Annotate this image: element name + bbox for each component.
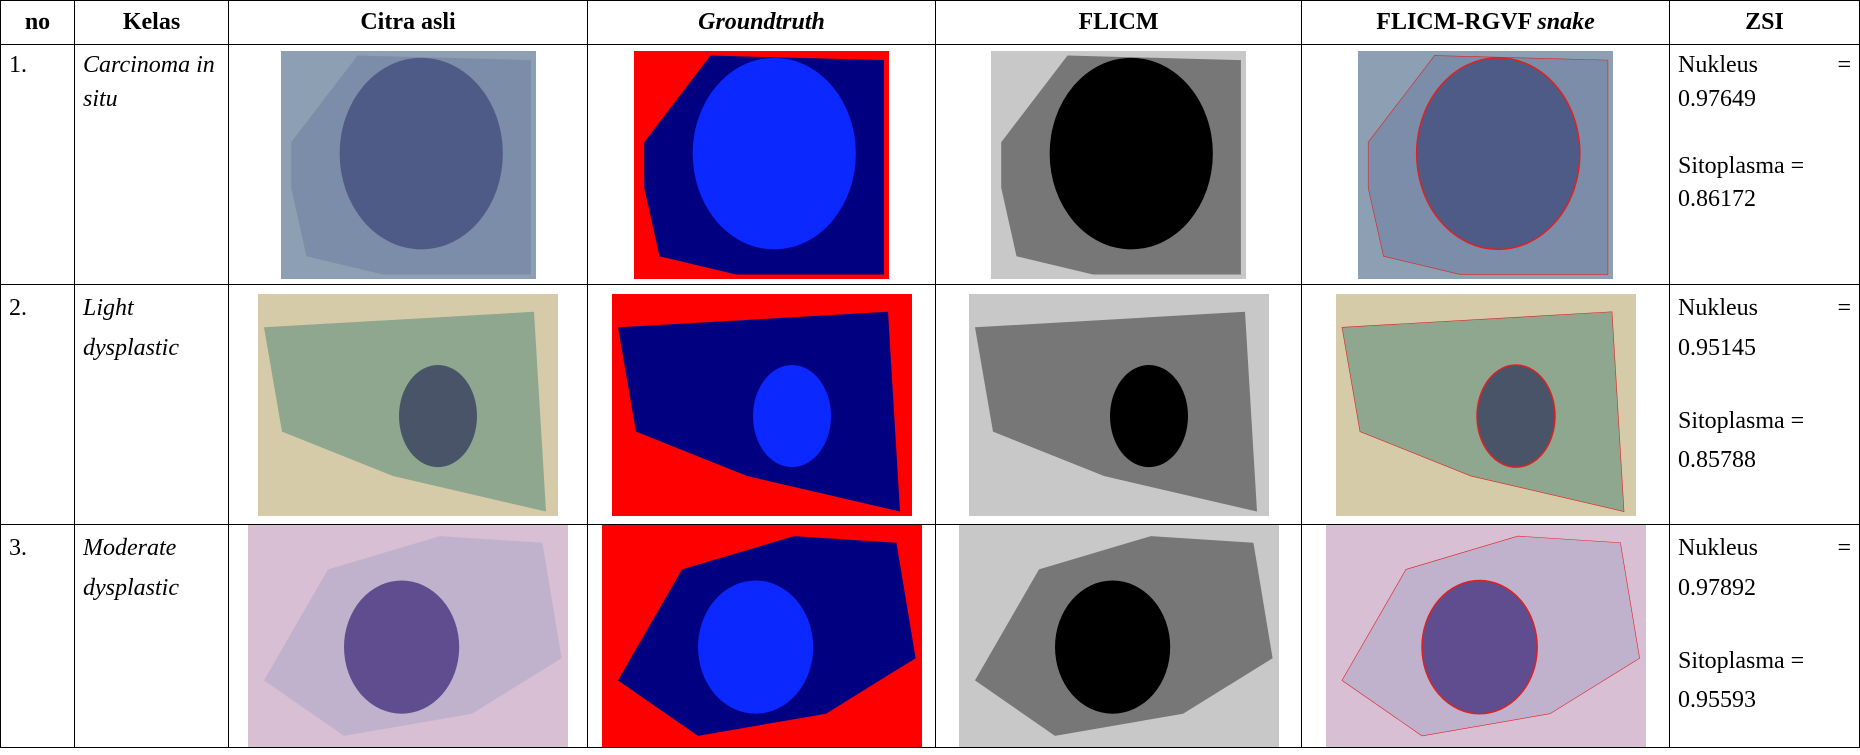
row-number: 2. (9, 295, 27, 321)
class-name: Moderate dysplastic (83, 535, 179, 601)
cell (936, 45, 1302, 285)
cell: 3. (1, 525, 75, 748)
zsi-line: Nukleus = (1678, 529, 1851, 569)
cell: Nukleus =0.97649 Sitoplasma =0.86172 (1670, 45, 1860, 285)
nucleus (1110, 365, 1188, 467)
cell-image (959, 525, 1279, 747)
cell (229, 525, 588, 748)
header-text: snake (1537, 9, 1594, 35)
table-row: 2. Light dysplastic Nukleus =0.95145 Sitopla… (1, 285, 1860, 525)
cell (588, 45, 936, 285)
spacer (1678, 116, 1851, 150)
cell: Nukleus =0.97892 Sitoplasma =0.95593 (1670, 525, 1860, 748)
results-table: no Kelas Citra asli Groundtruth FLICM FL… (0, 0, 1860, 748)
class-name: Light dysplastic (83, 295, 179, 361)
zsi-label: Nukleus (1678, 289, 1758, 329)
nucleus (693, 57, 856, 249)
zsi-value: 0.86172 (1678, 183, 1851, 217)
cell: 2. (1, 285, 75, 525)
zsi-value: 0.95593 (1678, 681, 1851, 721)
zsi-value: 0.95145 (1678, 329, 1851, 369)
spacer (1678, 368, 1851, 402)
header-cell: Citra asli (229, 1, 588, 45)
cell-image (258, 294, 558, 516)
nucleus (344, 581, 459, 714)
cell: Moderate dysplastic (75, 525, 229, 748)
zsi-value: 0.97649 (1678, 83, 1851, 117)
header-cell: Groundtruth (588, 1, 936, 45)
cell: 1. (1, 45, 75, 285)
row-number: 1. (9, 52, 27, 78)
header-cell: no (1, 1, 75, 45)
nucleus (753, 365, 831, 467)
cell-image (281, 51, 536, 279)
zsi-label: Sitoplasma = (1678, 150, 1851, 184)
cell: Carcinoma in situ (75, 45, 229, 285)
zsi-label: Nukleus (1678, 49, 1758, 83)
nucleus (339, 57, 502, 249)
cell (1302, 525, 1670, 748)
zsi-label: Sitoplasma = (1678, 642, 1851, 682)
table-row: 1. Carcinoma in situ Nukleus =0.97649 Sitopl… (1, 45, 1860, 285)
cell-image (602, 525, 922, 747)
nucleus (1417, 57, 1580, 249)
zsi-label: = (1837, 529, 1851, 569)
header-cell: ZSI (1670, 1, 1860, 45)
nucleus (698, 581, 813, 714)
zsi-label: = (1837, 49, 1851, 83)
cell (229, 45, 588, 285)
zsi-label: Sitoplasma = (1678, 402, 1851, 442)
cell (588, 525, 936, 748)
page: no Kelas Citra asli Groundtruth FLICM FL… (0, 0, 1860, 755)
zsi-line: Nukleus = (1678, 49, 1851, 83)
cell-image (969, 294, 1269, 516)
nucleus (1050, 57, 1213, 249)
nucleus (399, 365, 477, 467)
cell (936, 525, 1302, 748)
header-text: FLICM-RGVF (1376, 9, 1531, 35)
zsi-value: 0.85788 (1678, 441, 1851, 481)
zsi-label: = (1837, 289, 1851, 329)
cell (229, 285, 588, 525)
header-cell: Kelas (75, 1, 229, 45)
cell-image (1358, 51, 1613, 279)
table-row: 3. Moderate dysplastic Nukleus =0.97892 Sito… (1, 525, 1860, 748)
zsi-label: Nukleus (1678, 529, 1758, 569)
spacer (1678, 608, 1851, 642)
cell: Nukleus =0.95145 Sitoplasma =0.85788 (1670, 285, 1860, 525)
cell-image (1326, 525, 1646, 747)
cell-image (991, 51, 1246, 279)
nucleus (1055, 581, 1170, 714)
header-row: no Kelas Citra asli Groundtruth FLICM FL… (1, 1, 1860, 45)
cell-image (248, 525, 568, 747)
cell (936, 285, 1302, 525)
cell-image (634, 51, 889, 279)
cell-image (1336, 294, 1636, 516)
cell (1302, 45, 1670, 285)
cell (588, 285, 936, 525)
header-cell: FLICM (936, 1, 1302, 45)
cell-image (612, 294, 912, 516)
row-number: 3. (9, 535, 27, 561)
header-cell: FLICM-RGVF snake (1302, 1, 1670, 45)
cell (1302, 285, 1670, 525)
cell: Light dysplastic (75, 285, 229, 525)
class-name: Carcinoma in situ (83, 52, 215, 112)
zsi-value: 0.97892 (1678, 569, 1851, 609)
zsi-line: Nukleus = (1678, 289, 1851, 329)
